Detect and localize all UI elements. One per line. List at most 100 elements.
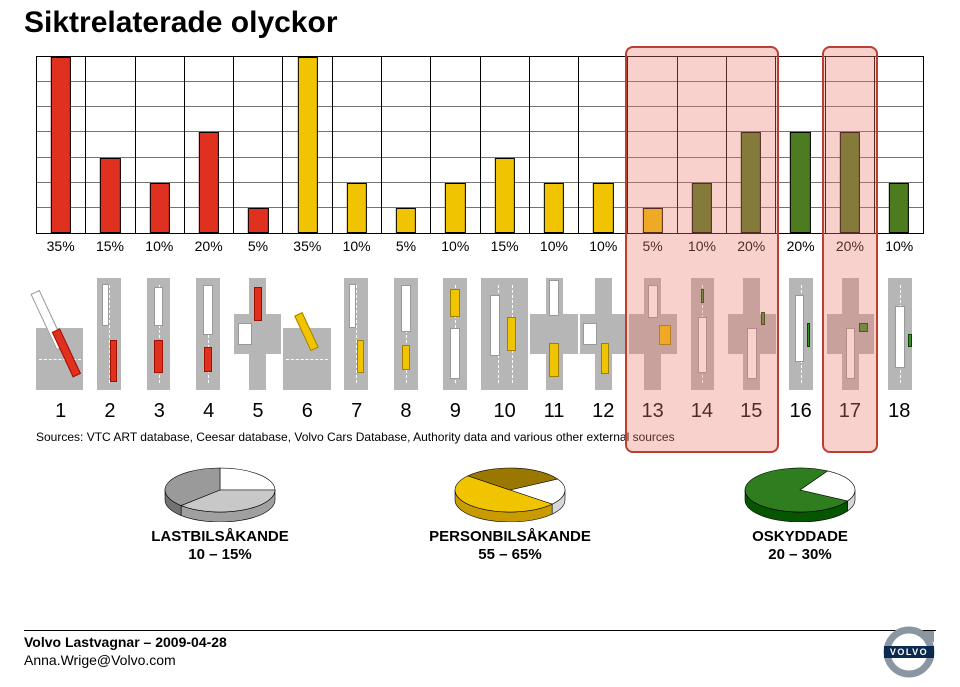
red-vehicle-icon [204, 347, 212, 372]
scenario-number: 17 [825, 400, 874, 428]
road-icon [481, 278, 528, 390]
vehicle-icon [583, 323, 597, 345]
yellow-vehicle-icon [601, 343, 610, 374]
scenario-icon [827, 278, 876, 390]
vehicle-icon [203, 285, 212, 335]
scenario-icon [333, 278, 382, 390]
scenario-number: 8 [381, 400, 430, 428]
footer-text: Volvo Lastvagnar – 2009-04-28 Anna.Wrige… [24, 633, 227, 669]
bar-pct-label: 15% [85, 238, 134, 262]
scenario-number: 7 [332, 400, 381, 428]
bar-pct-label: 35% [36, 238, 85, 262]
pie-charts-row: LASTBILSÅKANDE10 – 15%PERSONBILSÅKANDE55… [0, 462, 960, 592]
scenario-number: 4 [184, 400, 233, 428]
bar [248, 208, 268, 233]
green-vehicle-icon [908, 334, 912, 347]
bar [445, 183, 465, 233]
bar-chart-cell [234, 57, 283, 233]
footer-line1: Volvo Lastvagnar – 2009-04-28 [24, 634, 227, 650]
bar-chart-cell [136, 57, 185, 233]
scenario-number: 6 [283, 400, 332, 428]
bar-chart-cell [727, 57, 776, 233]
vehicle-icon [102, 284, 109, 327]
scenario-icon [679, 278, 728, 390]
scenario-number: 3 [135, 400, 184, 428]
scenario-number: 9 [431, 400, 480, 428]
scenario-icon [728, 278, 777, 390]
bar [495, 158, 515, 233]
yellow-vehicle-icon [507, 317, 516, 351]
bar-chart-cell [185, 57, 234, 233]
pie-svg [450, 462, 570, 522]
bar-chart-cell [382, 57, 431, 233]
vehicle-icon [154, 287, 163, 326]
sources-text: Sources: VTC ART database, Ceesar databa… [36, 430, 675, 444]
bar-pct-label: 10% [677, 238, 726, 262]
vehicle-icon [450, 328, 459, 378]
bar-pct-label: 20% [184, 238, 233, 262]
bar-pct-label: 20% [727, 238, 776, 262]
scenario-number: 5 [233, 400, 282, 428]
bar [642, 208, 662, 233]
vehicle-icon [747, 328, 756, 378]
scenario-icon [432, 278, 481, 390]
green-vehicle-icon [859, 323, 868, 332]
bar-chart-cell [37, 57, 86, 233]
scenario-icon [283, 278, 332, 390]
bar-chart-cell [875, 57, 923, 233]
volvo-logo-icon: VOLVO [882, 625, 936, 679]
pie-chart: OSKYDDADE20 – 30% [690, 462, 910, 564]
bar-chart-cell [776, 57, 825, 233]
bar [150, 183, 170, 233]
green-vehicle-icon [807, 323, 810, 348]
bar-pct-label: 10% [875, 238, 924, 262]
scenario-number: 15 [727, 400, 776, 428]
scenario-number: 11 [529, 400, 578, 428]
bar-pct-label: 35% [283, 238, 332, 262]
bar [51, 57, 71, 233]
page-title: Siktrelaterade olyckor [24, 6, 338, 40]
bar-pct-label: 10% [529, 238, 578, 262]
pie-label: LASTBILSÅKANDE10 – 15% [110, 528, 330, 564]
scenario-icon [778, 278, 827, 390]
vehicle-icon [238, 323, 251, 345]
bar-chart-percent-labels: 35%15%10%20%5%35%10%5%10%15%10%10%5%10%2… [36, 238, 924, 262]
yellow-vehicle-icon [402, 345, 410, 370]
pie-label: OSKYDDADE20 – 30% [690, 528, 910, 564]
bar-pct-label: 10% [135, 238, 184, 262]
bar-pct-label: 10% [579, 238, 628, 262]
scenario-icon [135, 278, 184, 390]
scenario-number: 1 [36, 400, 85, 428]
scenario-icon [481, 278, 530, 390]
scenario-icon [382, 278, 431, 390]
bar-pct-label: 10% [431, 238, 480, 262]
bar-pct-label: 20% [776, 238, 825, 262]
bar [544, 183, 564, 233]
scenario-icon [234, 278, 283, 390]
vehicle-icon [401, 285, 410, 332]
bar [297, 57, 317, 233]
bar-chart-cell [86, 57, 135, 233]
pie-chart: LASTBILSÅKANDE10 – 15% [110, 462, 330, 564]
vehicle-icon [549, 280, 558, 316]
vehicle-icon [648, 285, 657, 319]
bar-chart-cell [628, 57, 677, 233]
red-vehicle-icon [154, 340, 163, 374]
bar-chart-cell [431, 57, 480, 233]
vehicle-icon [895, 306, 904, 368]
scenario-number: 16 [776, 400, 825, 428]
bar-chart-cell [481, 57, 530, 233]
scenario-icon [580, 278, 629, 390]
bar [790, 132, 810, 233]
yellow-vehicle-icon [549, 343, 558, 377]
vehicle-icon [698, 317, 707, 373]
green-vehicle-icon [701, 289, 705, 302]
green-vehicle-icon [761, 312, 765, 325]
scenario-icon [629, 278, 678, 390]
scenario-icon [36, 278, 85, 390]
bar [889, 183, 909, 233]
scenario-number: 14 [677, 400, 726, 428]
red-vehicle-icon [254, 287, 263, 321]
bar [741, 132, 761, 233]
bar [347, 183, 367, 233]
